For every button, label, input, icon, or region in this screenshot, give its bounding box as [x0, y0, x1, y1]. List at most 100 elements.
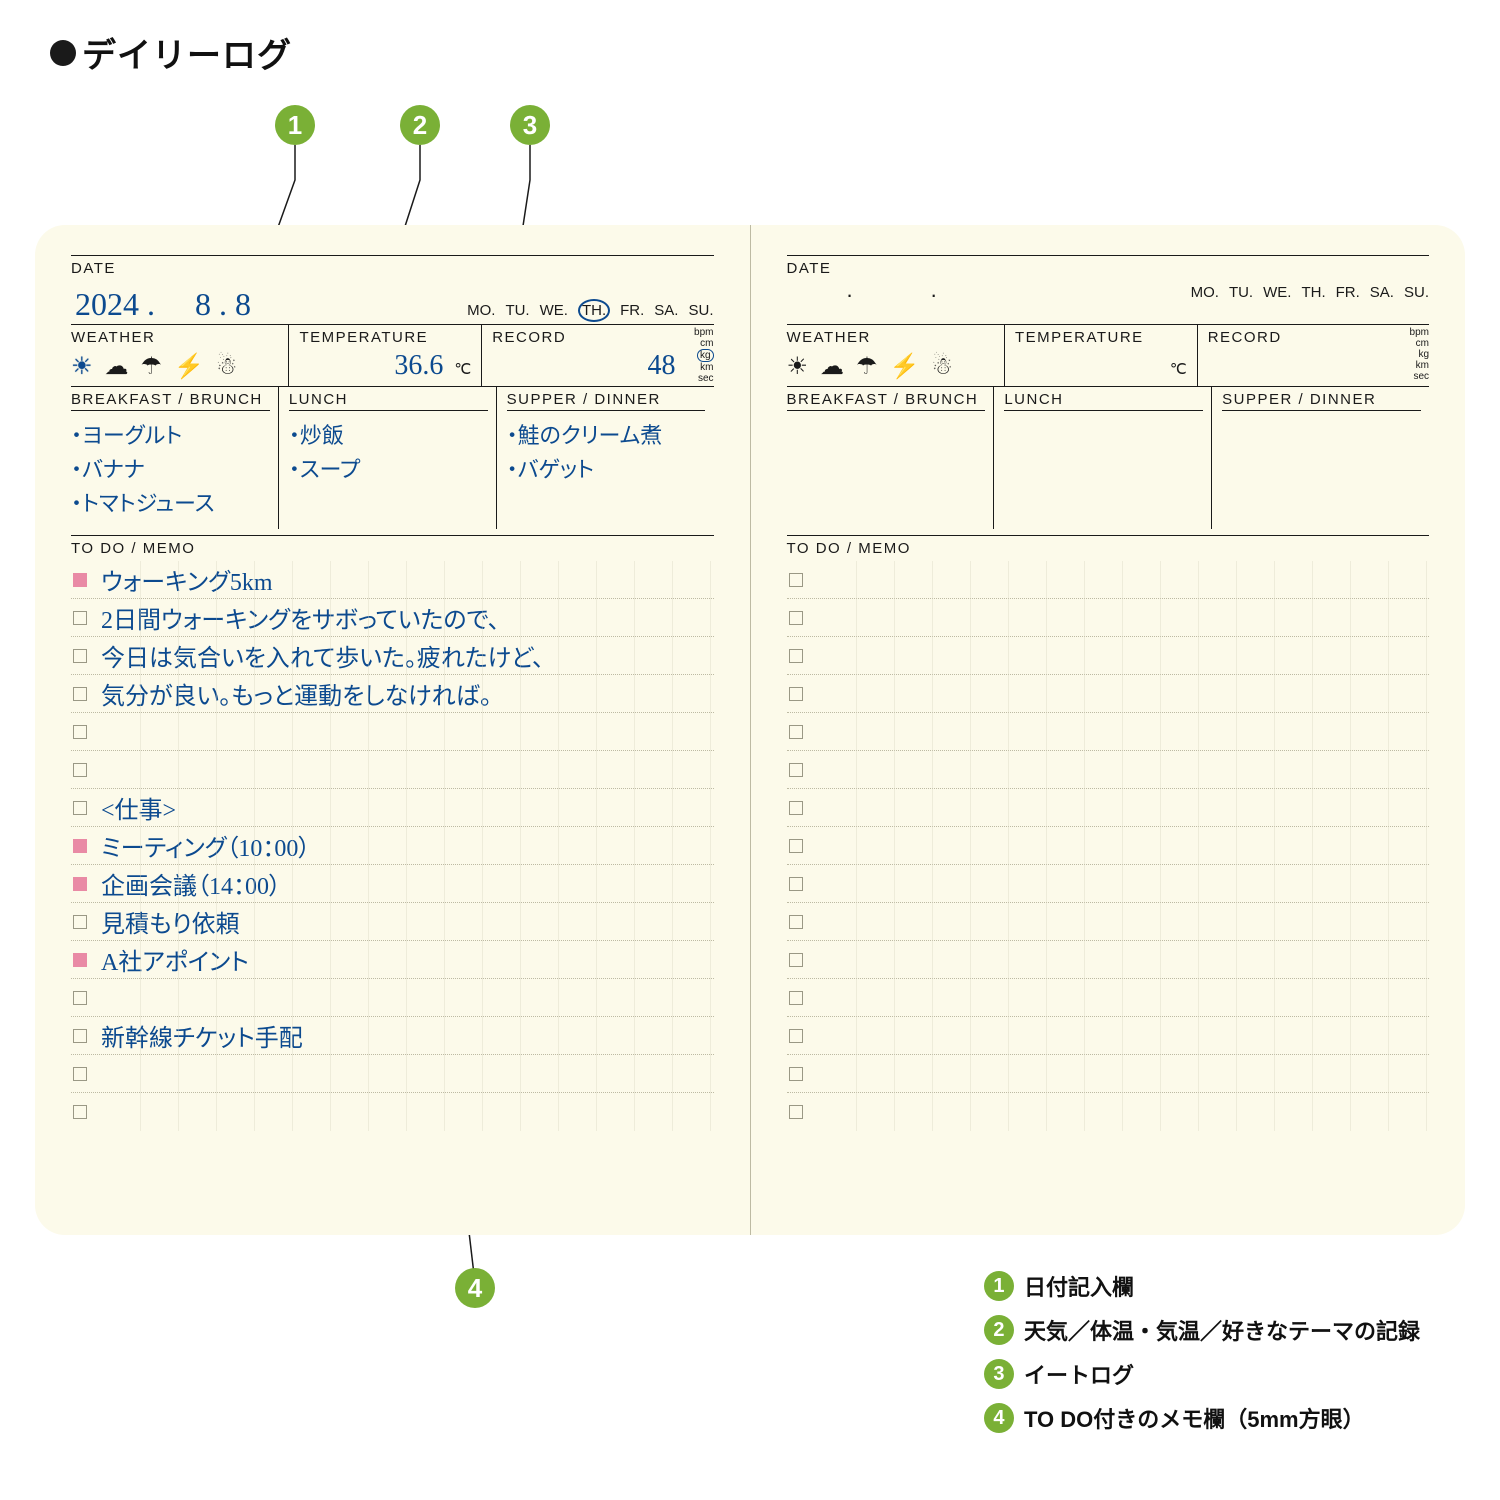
day-SA: SA.	[1370, 284, 1394, 301]
todo-row	[71, 751, 714, 789]
todo-row	[787, 1093, 1430, 1131]
todo-checkbox[interactable]	[789, 763, 803, 777]
legend-text: 日付記入欄	[1024, 1270, 1134, 1302]
todo-checkbox[interactable]	[789, 877, 803, 891]
weather-icon-4: ☃	[216, 352, 238, 381]
record-units-r: bpmcmkgkmsec	[1410, 327, 1429, 382]
weather-icons: ☀☁☂⚡☃	[71, 352, 278, 381]
weather-icon-2: ☂	[141, 352, 163, 381]
day-SA: SA.	[654, 302, 678, 319]
todo-checkbox[interactable]	[73, 1029, 87, 1043]
todo-checkbox[interactable]	[73, 877, 87, 891]
todo-checkbox[interactable]	[789, 1067, 803, 1081]
weather-icon-1: ☁	[105, 352, 129, 381]
todo-row	[787, 865, 1430, 903]
day-TU: TU.	[505, 302, 529, 319]
todo-row	[71, 1093, 714, 1131]
todo-text: 企画会議（14：00）	[101, 866, 281, 901]
todo-checkbox[interactable]	[789, 649, 803, 663]
todo-text: 新幹線チケット手配	[101, 1018, 303, 1053]
todo-row: 新幹線チケット手配	[71, 1017, 714, 1055]
temperature-unit-r: ℃	[1170, 361, 1187, 378]
annotation-3-circle: 3	[510, 105, 550, 145]
legend-row-1: 1 日付記入欄	[984, 1270, 1420, 1302]
todo-checkbox[interactable]	[73, 953, 87, 967]
day-FR: FR.	[1336, 284, 1360, 301]
todo-row	[787, 561, 1430, 599]
todo-text: 2日間ウォーキングをサボっていたので、	[101, 600, 500, 635]
todo-row	[71, 1055, 714, 1093]
record-unit-km: km	[694, 362, 713, 373]
todo-checkbox[interactable]	[789, 915, 803, 929]
legend-num-icon: 1	[984, 1271, 1014, 1301]
todo-row: 企画会議（14：00）	[71, 865, 714, 903]
todo-checkbox[interactable]	[73, 725, 87, 739]
todo-row	[787, 979, 1430, 1017]
todo-row	[787, 1017, 1430, 1055]
legend-num-icon: 4	[984, 1403, 1014, 1433]
todo-checkbox[interactable]	[789, 953, 803, 967]
todo-checkbox[interactable]	[73, 1105, 87, 1119]
temperature-number: 36.6	[394, 350, 443, 381]
todo-checkbox[interactable]	[789, 611, 803, 625]
todo-checkbox[interactable]	[73, 915, 87, 929]
record-label: RECORD	[492, 329, 703, 346]
date-dots-r: .	[847, 277, 853, 303]
todo-checkbox[interactable]	[73, 1067, 87, 1081]
todo-checkbox[interactable]	[73, 839, 87, 853]
date-label: DATE	[71, 260, 714, 277]
todo-checkbox[interactable]	[789, 1105, 803, 1119]
temperature-label-r: TEMPERATURE	[1015, 329, 1187, 346]
todo-row	[787, 789, 1430, 827]
weather-icon-4: ☃	[931, 352, 953, 381]
breakfast-label: BREAKFAST / BRUNCH	[71, 391, 270, 411]
todo-label: TO DO / MEMO	[71, 540, 714, 557]
legend-text: TO DO付きのメモ欄（5mm方眼）	[1024, 1402, 1365, 1434]
todo-row	[787, 1055, 1430, 1093]
day-TU: TU.	[1229, 284, 1253, 301]
todo-row	[71, 713, 714, 751]
todo-checkbox[interactable]	[73, 801, 87, 815]
weather-icon-2: ☂	[856, 352, 878, 381]
todo-checkbox[interactable]	[789, 991, 803, 1005]
date-dots-r2: .	[931, 277, 937, 303]
todo-checkbox[interactable]	[73, 763, 87, 777]
record-unit-km: km	[1410, 360, 1429, 371]
todo-row	[787, 713, 1430, 751]
annotation-legend: 1日付記入欄2天気／体温・気温／好きなテーマの記録3イートログ4TO DO付きの…	[984, 1270, 1420, 1446]
todo-row: ミーティング（10：00）	[71, 827, 714, 865]
todo-checkbox[interactable]	[73, 573, 87, 587]
todo-text: A社アポイント	[101, 942, 249, 977]
weather-label: WEATHER	[71, 329, 278, 346]
day-SU: SU.	[1404, 284, 1429, 301]
breakfast-items-r	[787, 419, 986, 529]
day-TH: TH.	[1301, 284, 1325, 301]
annotation-1-circle: 1	[275, 105, 315, 145]
todo-row	[787, 675, 1430, 713]
todo-checkbox[interactable]	[789, 687, 803, 701]
left-page: DATE 2024 . 8 . 8 MO.TU.WE.TH.FR.SA.SU. …	[35, 225, 751, 1235]
todo-checkbox[interactable]	[73, 687, 87, 701]
todo-checkbox[interactable]	[73, 611, 87, 625]
weather-icon-3: ⚡	[890, 352, 920, 381]
todo-checkbox[interactable]	[789, 573, 803, 587]
todo-checkbox[interactable]	[789, 801, 803, 815]
supper-items: ・鮭のクリーム煮・バゲット	[507, 419, 706, 529]
todo-checkbox[interactable]	[789, 725, 803, 739]
todo-checkbox[interactable]	[789, 839, 803, 853]
todo-text: <仕事>	[101, 790, 176, 825]
legend-text: 天気／体温・気温／好きなテーマの記録	[1024, 1314, 1420, 1346]
temperature-value: 36.6 ℃	[299, 350, 471, 382]
todo-row: 気分が良い。もっと運動をしなければ。	[71, 675, 714, 713]
todo-checkbox[interactable]	[789, 1029, 803, 1043]
todo-row: 今日は気合いを入れて歩いた。疲れたけど、	[71, 637, 714, 675]
lunch-items: ・炒飯・スープ	[289, 419, 488, 529]
todo-checkbox[interactable]	[73, 649, 87, 663]
todo-checkbox[interactable]	[73, 991, 87, 1005]
notebook-spread: DATE 2024 . 8 . 8 MO.TU.WE.TH.FR.SA.SU. …	[35, 225, 1465, 1235]
day-WE: WE.	[540, 302, 568, 319]
lunch-label-r: LUNCH	[1004, 391, 1203, 411]
todo-row	[787, 903, 1430, 941]
record-label-r: RECORD	[1208, 329, 1419, 346]
title-text: デイリーログ	[82, 28, 292, 77]
